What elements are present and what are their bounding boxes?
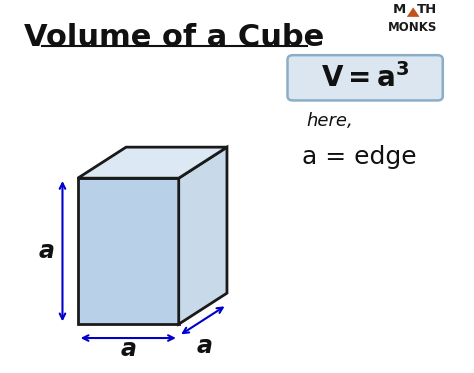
Text: here,: here,: [306, 113, 353, 131]
Text: M: M: [392, 3, 406, 16]
Text: a: a: [120, 337, 136, 361]
Polygon shape: [78, 147, 227, 178]
Polygon shape: [78, 178, 179, 324]
Polygon shape: [407, 7, 419, 17]
Text: a: a: [197, 334, 213, 358]
Text: $\mathbf{V = a^3}$: $\mathbf{V = a^3}$: [321, 63, 410, 93]
Polygon shape: [179, 147, 227, 324]
Text: Volume of a Cube: Volume of a Cube: [24, 23, 325, 52]
FancyBboxPatch shape: [288, 55, 443, 100]
Text: a = edge: a = edge: [301, 145, 416, 169]
Text: a: a: [38, 239, 54, 263]
Text: TH: TH: [417, 3, 438, 16]
Text: MONKS: MONKS: [388, 21, 438, 34]
